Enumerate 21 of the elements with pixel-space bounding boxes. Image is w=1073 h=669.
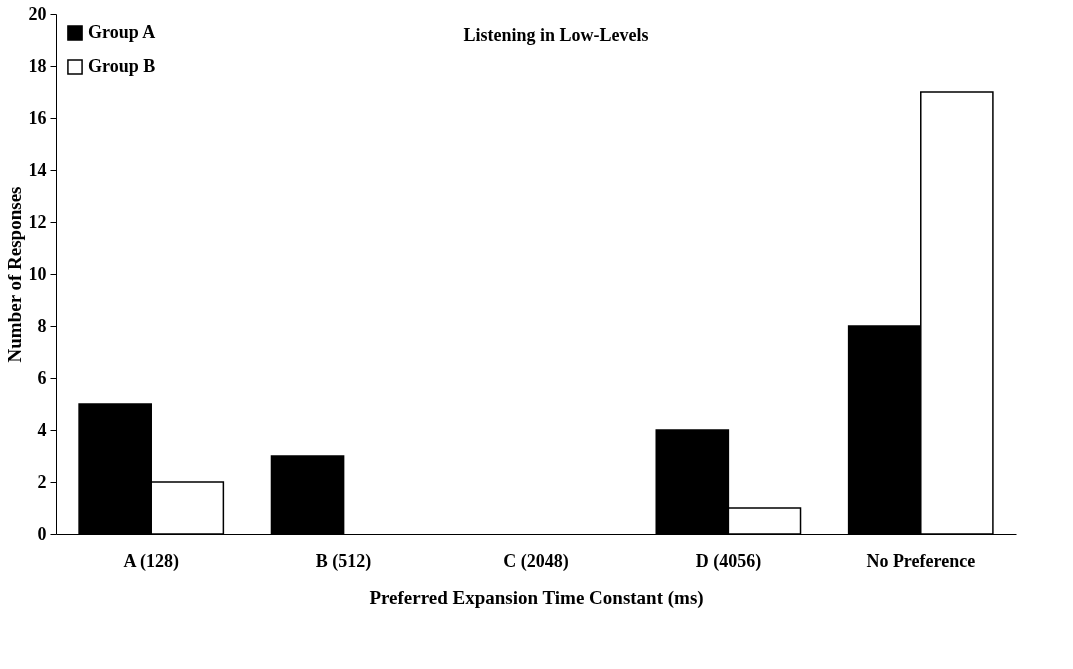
y-axis-title: Number of Responses [3, 186, 25, 363]
legend-label: Group B [88, 56, 156, 76]
y-tick-label: 16 [28, 107, 47, 128]
y-tick-label: 14 [28, 159, 47, 180]
y-tick-label: 2 [37, 471, 47, 492]
y-tick-label: 20 [28, 3, 47, 24]
x-tick-label: No Preference [866, 550, 976, 571]
y-tick-label: 6 [37, 367, 47, 388]
y-tick-label: 8 [37, 315, 47, 336]
y-tick-label: 10 [28, 263, 47, 284]
x-axis-title: Preferred Expansion Time Constant (ms) [369, 586, 704, 609]
legend-label: Group A [88, 22, 156, 42]
x-tick-label: C (2048) [503, 550, 569, 572]
x-tick-label: B (512) [315, 550, 372, 572]
y-tick-label: 0 [37, 523, 47, 544]
x-tick-label: D (4056) [695, 550, 762, 572]
x-tick-label: A (128) [123, 550, 179, 572]
y-tick-label: 4 [37, 419, 47, 440]
y-tick-label: 12 [28, 211, 47, 232]
text: Listening in Low-Levels [463, 25, 649, 45]
y-tick-label: 18 [28, 55, 47, 76]
